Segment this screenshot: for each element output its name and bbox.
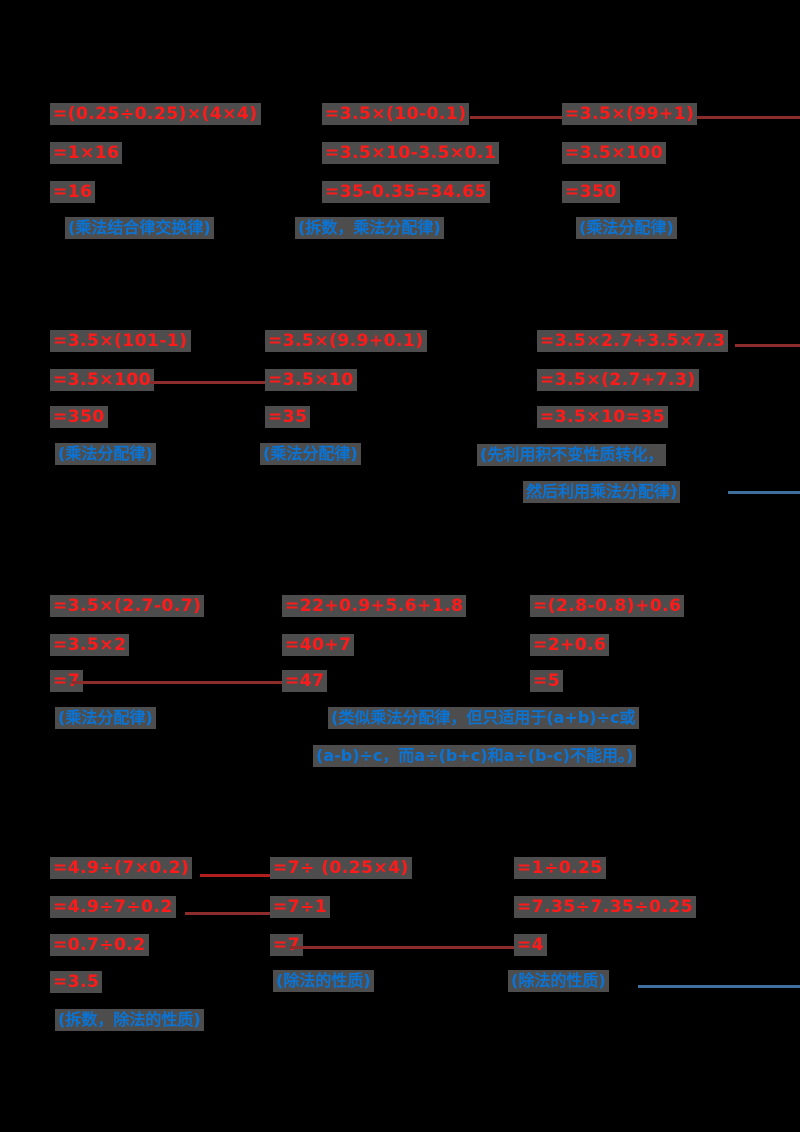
equation-step: =16 [50, 181, 96, 203]
equation-step: =7÷ (0.25×4) [270, 857, 412, 879]
equation-step: =2+0.6 [530, 634, 610, 656]
annotation-note: (乘法分配律) [55, 443, 156, 465]
equation-step: =3.5×(9.9+0.1) [265, 330, 427, 352]
equation-step: =1÷0.25 [514, 857, 606, 879]
connector-line [290, 946, 515, 949]
equation-step: =3.5×2.7+3.5×7.3 [537, 330, 729, 352]
connector-line [200, 874, 270, 877]
connector-line [72, 681, 282, 684]
equation-step: =3.5×100 [50, 369, 155, 391]
equation-step: =3.5×100 [562, 142, 667, 164]
equation-step: =0.7÷0.2 [50, 934, 149, 956]
connector-line [470, 116, 565, 119]
annotation-note: (除法的性质) [508, 970, 609, 992]
equation-step: =3.5×10 [265, 369, 357, 391]
equation-step: =350 [562, 181, 620, 203]
equation-step: =7 [270, 934, 304, 956]
annotation-note: (拆数，乘法分配律) [295, 217, 444, 239]
annotation-note: (先利用积不变性质转化， [477, 444, 667, 466]
connector-line [728, 491, 800, 494]
equation-step: =4.9÷(7×0.2) [50, 857, 193, 879]
annotation-note: (除法的性质) [273, 970, 374, 992]
connector-line [185, 912, 270, 915]
equation-step: =3.5×(99+1) [562, 103, 698, 125]
equation-step: =5 [530, 670, 564, 692]
equation-step: =(0.25÷0.25)×(4×4) [50, 103, 261, 125]
annotation-note: (乘法分配律) [576, 217, 677, 239]
annotation-note: (乘法结合律交换律) [65, 217, 214, 239]
equation-step: =7.35÷7.35÷0.25 [514, 896, 697, 918]
equation-step: =1×16 [50, 142, 123, 164]
equation-step: =3.5×10-3.5×0.1 [322, 142, 500, 164]
connector-line [150, 381, 265, 384]
equation-step: =3.5 [50, 971, 103, 993]
equation-step: =4.9÷7÷0.2 [50, 896, 176, 918]
equation-step: =(2.8-0.8)+0.6 [530, 595, 685, 617]
connector-line [690, 116, 800, 119]
equation-step: =47 [282, 670, 328, 692]
equation-step: =7 [50, 670, 84, 692]
equation-step: =22+0.9+5.6+1.8 [282, 595, 467, 617]
annotation-note: (乘法分配律) [55, 707, 156, 729]
equation-step: =3.5×(10-0.1) [322, 103, 470, 125]
equation-step: =40+7 [282, 634, 355, 656]
annotation-note-continued: (a-b)÷c，而a÷(b+c)和a÷(b-c)不能用。) [313, 745, 637, 767]
equation-step: =3.5×(2.7+7.3) [537, 369, 699, 391]
annotation-note: (类似乘法分配律，但只适用于(a+b)÷c或 [328, 707, 639, 729]
equation-step: =3.5×(101-1) [50, 330, 191, 352]
equation-step: =350 [50, 406, 108, 428]
equation-step: =35 [265, 406, 311, 428]
equation-step: =7÷1 [270, 896, 331, 918]
connector-line [638, 985, 800, 988]
equation-step: =3.5×10=35 [537, 406, 669, 428]
equation-step: =3.5×(2.7-0.7) [50, 595, 205, 617]
annotation-note: (拆数，除法的性质) [55, 1009, 204, 1031]
equation-step: =4 [514, 934, 548, 956]
equation-step: =3.5×2 [50, 634, 130, 656]
annotation-note-continued: 然后利用乘法分配律) [523, 481, 681, 503]
equation-step: =35-0.35=34.65 [322, 181, 490, 203]
annotation-note: (乘法分配律) [260, 443, 361, 465]
connector-line [735, 344, 800, 347]
